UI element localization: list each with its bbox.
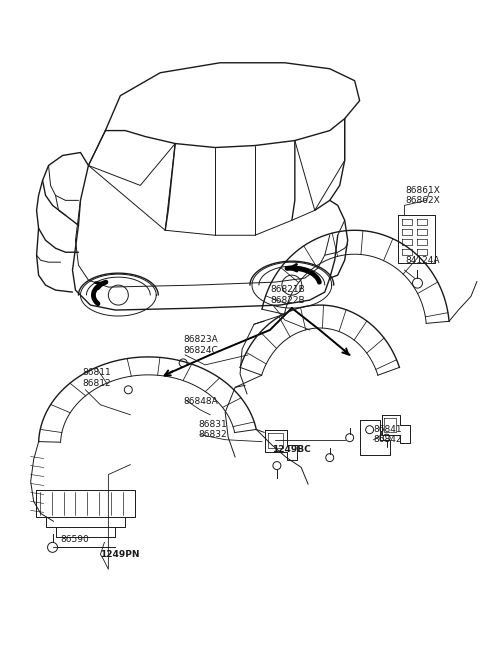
Text: 1249PN: 1249PN (100, 550, 140, 559)
Text: 86823A
86824C: 86823A 86824C (183, 335, 218, 354)
Text: 86831
86832: 86831 86832 (198, 420, 227, 440)
Text: 86848A: 86848A (183, 398, 218, 406)
Text: 86811
86812: 86811 86812 (83, 368, 111, 388)
Text: 1249BC: 1249BC (272, 445, 311, 454)
Text: 86861X
86862X: 86861X 86862X (406, 185, 440, 205)
Text: 84124A: 84124A (406, 255, 440, 265)
Text: 86821B
86822B: 86821B 86822B (270, 286, 305, 305)
Text: 86590: 86590 (60, 535, 89, 544)
Text: 86841
86842: 86841 86842 (373, 425, 402, 444)
